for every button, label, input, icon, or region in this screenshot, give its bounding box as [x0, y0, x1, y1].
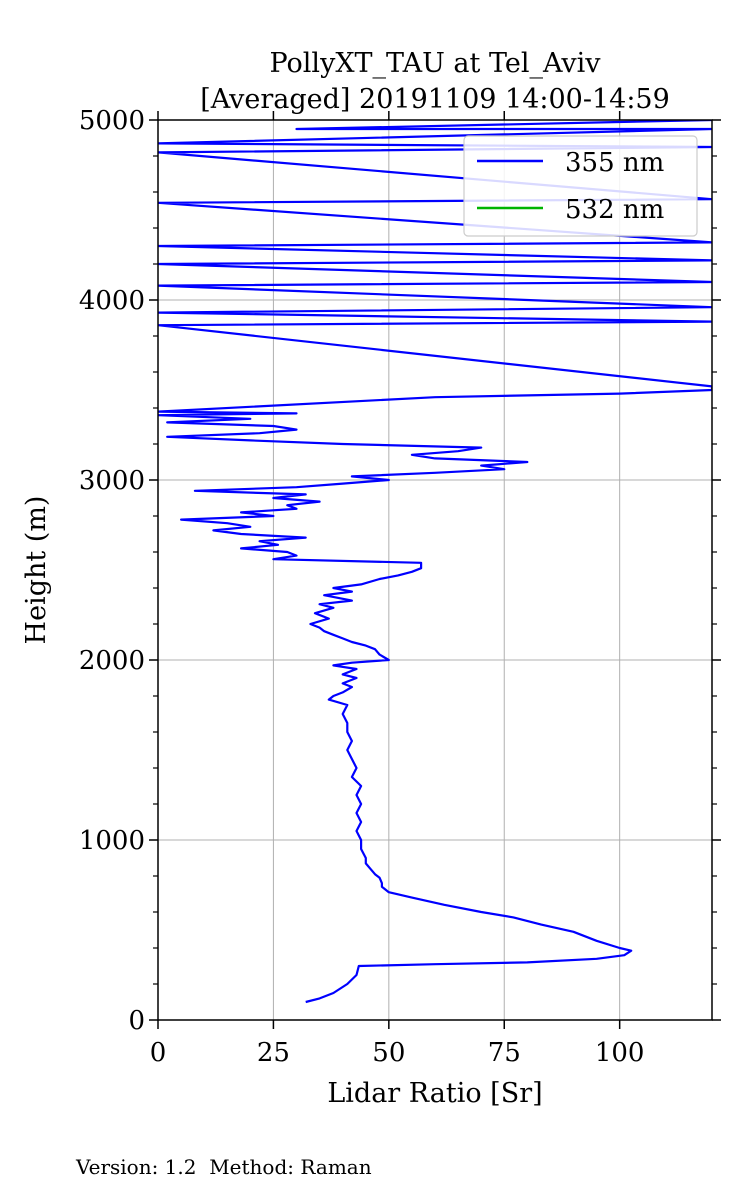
y-tick-label-3: 3000: [79, 466, 145, 496]
x-tick-label-1: 25: [257, 1038, 290, 1068]
legend-label-532nm: 532 nm: [565, 195, 664, 225]
legend-label-355nm: 355 nm: [565, 148, 664, 178]
series-layer: [158, 120, 712, 1004]
x-axis-label: Lidar Ratio [Sr]: [327, 1078, 542, 1109]
x-tick-label-3: 75: [488, 1038, 521, 1068]
chart-title-line1: PollyXT_TAU at Tel_Aviv: [269, 48, 601, 79]
legend: 355 nm 532 nm: [463, 135, 698, 237]
x-tick-label-2: 50: [372, 1038, 405, 1068]
plot-frame: [157, 119, 713, 1021]
y-tick-label-0: 0: [128, 1006, 145, 1036]
y-tick-label-5: 5000: [79, 106, 145, 136]
x-tick-label-4: 100: [595, 1038, 645, 1068]
y-tick-label-1: 1000: [79, 826, 145, 856]
ticks: [149, 111, 721, 1029]
version-method-footer: Version: 1.2 Method: Raman: [76, 1155, 372, 1179]
y-axis-label: Height (m): [21, 496, 52, 645]
series-line-355-nm: [158, 120, 712, 1004]
chart-title-line2: [Averaged] 20191109 14:00-14:59: [200, 84, 670, 115]
grid: [158, 120, 712, 1020]
y-tick-label-2: 2000: [79, 646, 145, 676]
x-tick-label-0: 0: [150, 1038, 167, 1068]
y-tick-label-4: 4000: [79, 286, 145, 316]
